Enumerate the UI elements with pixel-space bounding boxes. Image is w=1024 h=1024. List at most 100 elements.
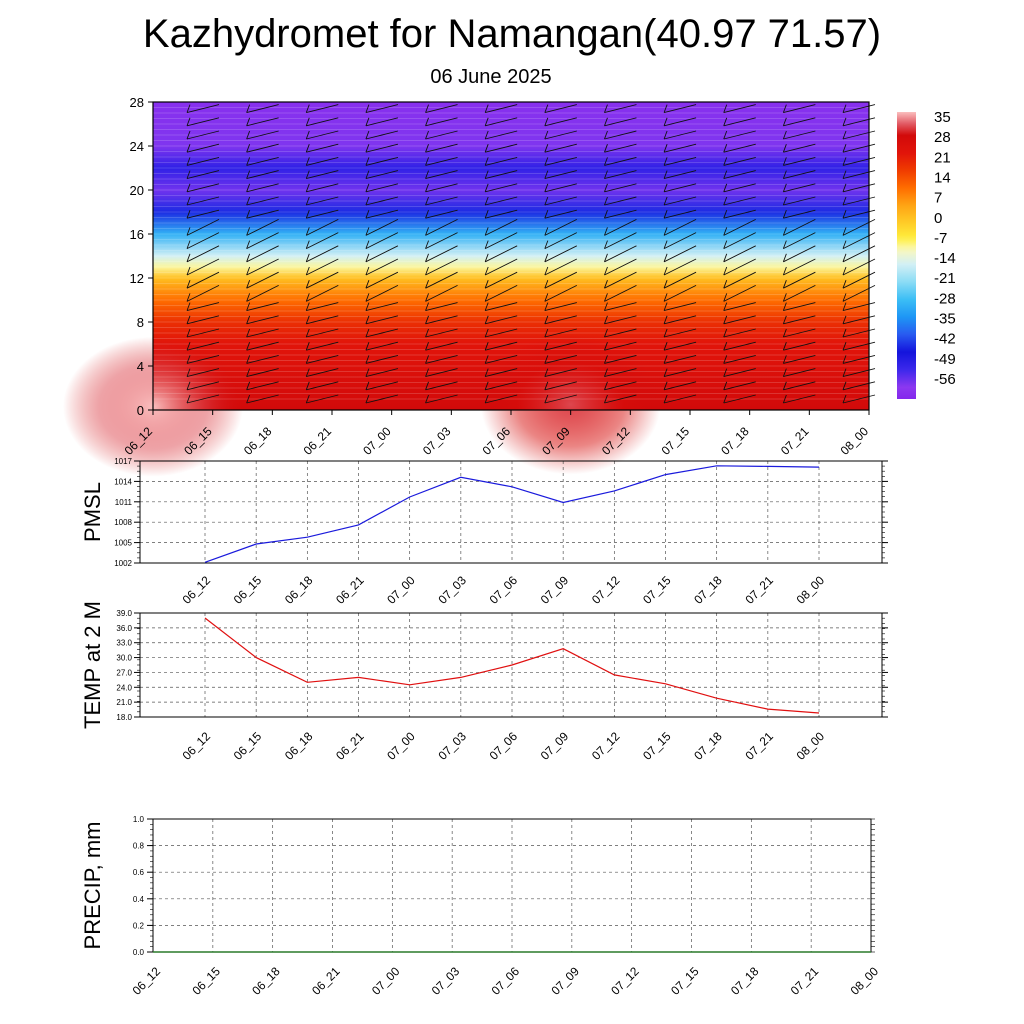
- wind-barb: [782, 130, 816, 140]
- heatmap-y-tick-label: 16: [130, 227, 144, 242]
- wind-barb: [365, 302, 399, 312]
- x-tick-label: 07_00: [369, 964, 403, 998]
- wind-barb: [425, 156, 458, 166]
- wind-barb: [484, 271, 518, 289]
- wind-barb: [186, 245, 220, 263]
- wind-barb: [186, 368, 220, 378]
- wind-barb: [246, 209, 279, 219]
- wind-barb: [723, 271, 756, 289]
- y-tick-label: 1011: [115, 498, 133, 507]
- y-tick-label: 21.0: [116, 698, 132, 707]
- wind-barb: [425, 328, 458, 338]
- wind-barb: [842, 117, 876, 127]
- wind-barb: [842, 156, 876, 166]
- x-tick-label: 07_00: [384, 573, 418, 607]
- y-tick-label: 0.6: [133, 868, 145, 877]
- colorbar-label: -28: [934, 290, 956, 307]
- wind-barb: [782, 354, 816, 364]
- wind-barb: [723, 209, 756, 219]
- wind-barb: [305, 258, 339, 276]
- wind-barb: [425, 218, 458, 236]
- colorbar-label: -35: [934, 311, 956, 328]
- wind-barb: [782, 143, 816, 153]
- wind-barb: [604, 302, 637, 312]
- wind-barb: [544, 143, 577, 153]
- wind-barb: [186, 104, 220, 114]
- x-tick-label: 07_12: [589, 729, 623, 763]
- wind-barb: [723, 394, 756, 404]
- colorbar-label: 0: [934, 210, 942, 227]
- wind-barb: [782, 183, 816, 193]
- wind-barb: [842, 130, 876, 140]
- wind-barb: [425, 394, 458, 404]
- wind-barb: [484, 117, 518, 127]
- wind-barb: [305, 284, 339, 302]
- wind-barb: [186, 209, 220, 219]
- wind-barb: [604, 245, 637, 263]
- wind-barb: [604, 196, 637, 206]
- wind-barb: [246, 328, 279, 338]
- wind-barb: [365, 183, 399, 193]
- wind-barb: [663, 196, 697, 206]
- x-tick-label: 08_00: [794, 729, 828, 763]
- y-tick-label: 24.0: [116, 683, 132, 692]
- x-tick-label: 07_21: [742, 573, 776, 607]
- wind-barb: [663, 341, 697, 351]
- wind-barb: [604, 381, 637, 391]
- wind-barb: [484, 258, 518, 276]
- wind-barb: [305, 341, 339, 351]
- wind-barb: [544, 218, 578, 236]
- x-tick-label: 07_03: [429, 964, 463, 998]
- colorbar-label: -56: [934, 371, 956, 388]
- wind-barb: [782, 117, 816, 127]
- wind-barb: [186, 196, 220, 206]
- wind-barb: [186, 284, 220, 302]
- y-tick-label: 33.0: [116, 639, 132, 648]
- wind-barb: [305, 245, 339, 263]
- colorbar-label: -42: [934, 331, 956, 348]
- wind-barb: [544, 341, 577, 351]
- wind-barb: [186, 218, 220, 236]
- wind-barb: [425, 196, 458, 206]
- wind-barb: [186, 170, 220, 180]
- wind-barb: [186, 302, 220, 312]
- wind-barb: [365, 218, 399, 236]
- wind-barb: [186, 156, 220, 166]
- wind-barb: [723, 170, 756, 180]
- wind-barb: [842, 368, 876, 378]
- wind-barb: [782, 258, 816, 276]
- wind-barb: [365, 232, 399, 250]
- colorbar-label: 35: [934, 109, 951, 126]
- wind-barb: [425, 143, 458, 153]
- wind-barb: [663, 245, 697, 263]
- wind-barb: [305, 117, 339, 127]
- wind-barb: [246, 381, 279, 391]
- wind-barb: [723, 218, 756, 236]
- wind-barb: [246, 258, 279, 276]
- heatmap-x-tick-label: 07_15: [659, 424, 693, 458]
- colorbar-label: 7: [934, 190, 942, 207]
- colorbar-label: -7: [934, 230, 947, 247]
- wind-barb: [782, 232, 816, 250]
- wind-barb: [842, 354, 876, 364]
- wind-barb: [723, 381, 756, 391]
- wind-barb: [246, 156, 279, 166]
- wind-barb: [663, 117, 697, 127]
- wind-barb: [305, 232, 339, 250]
- wind-barb: [604, 183, 637, 193]
- temp-2m-panel: 39.0 36.0 33.0 30.0 27.0 24.0 21.0 18.0 06_12 06_…: [80, 601, 888, 763]
- colorbar: [897, 112, 916, 399]
- temp-2m-axis-label: TEMP at 2 M: [80, 601, 105, 729]
- wind-barb: [842, 183, 876, 193]
- wind-barb: [544, 232, 578, 250]
- colorbar-label: 21: [934, 149, 951, 166]
- wind-barb: [663, 183, 697, 193]
- x-tick-label: 07_06: [487, 573, 521, 607]
- wind-barb: [723, 368, 756, 378]
- wind-barb: [604, 354, 637, 364]
- wind-barb: [604, 341, 637, 351]
- wind-barb: [365, 130, 399, 140]
- heatmap-y-tick-label: 8: [137, 315, 144, 330]
- heatmap-y-tick-label: 24: [130, 139, 144, 154]
- wind-barb: [544, 284, 578, 302]
